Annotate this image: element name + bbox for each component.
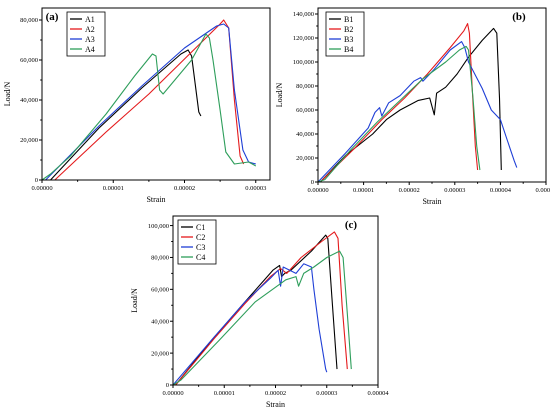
- series-line-B4: [317, 45, 481, 183]
- y-tick-label: 20,000: [20, 137, 38, 144]
- y-tick-label: 0: [166, 382, 169, 389]
- panel-label: (c): [345, 219, 358, 231]
- y-tick-label: 80,000: [296, 83, 314, 90]
- panel-label: (b): [512, 11, 526, 23]
- y-tick-label: 100,000: [148, 223, 169, 230]
- x-axis-title: Strain: [146, 195, 165, 204]
- plot-frame: [41, 7, 271, 181]
- y-tick-label: 100,000: [293, 59, 314, 66]
- x-axis-title: Strain: [266, 400, 285, 409]
- legend-label-B1: B1: [344, 15, 353, 24]
- series-line-B3: [317, 41, 518, 183]
- x-tick-label: 0.00003: [316, 390, 337, 397]
- y-tick-label: 80,000: [20, 17, 38, 24]
- x-tick-label: 0.00005: [535, 187, 550, 194]
- y-tick-label: 40,000: [296, 131, 314, 138]
- y-tick-label: 40,000: [151, 318, 169, 325]
- legend-label-C3: C3: [196, 243, 205, 252]
- series-line-C3: [172, 263, 328, 386]
- y-tick-label: 20,000: [296, 155, 314, 162]
- y-tick-label: 80,000: [151, 255, 169, 262]
- x-tick-label: 0.00002: [399, 187, 420, 194]
- y-tick-label: 20,000: [151, 350, 169, 357]
- y-axis-title: Load/N: [275, 83, 284, 108]
- panel-b: 0.00000 0.00001 0.00002 0.00003 0.00004 0.000…: [275, 7, 550, 206]
- legend-label-A2: A2: [85, 25, 95, 34]
- panel-label: (a): [46, 11, 59, 23]
- y-tick-label: 60,000: [296, 107, 314, 114]
- y-tick-label: 0: [311, 179, 314, 186]
- y-tick-label: 60,000: [151, 287, 169, 294]
- x-tick-label: 0.00000: [31, 185, 52, 192]
- legend-label-C1: C1: [196, 223, 205, 232]
- legend-label-A3: A3: [85, 35, 95, 44]
- y-tick-label: 60,000: [20, 57, 38, 64]
- y-axis-title: Load/N: [3, 82, 12, 107]
- x-tick-label: 0.00000: [307, 187, 328, 194]
- series-line-B1: [319, 27, 502, 183]
- series-line-A2: [54, 19, 245, 181]
- legend-label-A1: A1: [85, 15, 95, 24]
- y-tick-label: 40,000: [20, 97, 38, 104]
- legend-label-A4: A4: [85, 45, 95, 54]
- x-tick-label: 0.00004: [490, 187, 512, 194]
- legend-label-B4: B4: [344, 45, 353, 54]
- panel-a: 0.00000 0.00001 0.00002 0.00003 0 20,000 40,00…: [3, 7, 271, 204]
- series-line-A4: [41, 33, 257, 181]
- legend-label-C2: C2: [196, 233, 205, 242]
- x-tick-label: 0.00001: [103, 185, 124, 192]
- y-tick-label: 0: [35, 177, 38, 184]
- x-tick-label: 0.00004: [367, 390, 389, 397]
- legend-label-C4: C4: [196, 253, 205, 262]
- series-line-A1: [50, 49, 202, 181]
- series-line-C2: [175, 231, 348, 386]
- panel-c: 0.00000 0.00001 0.00002 0.00003 0.00004 0 20,0…: [130, 215, 389, 409]
- x-tick-label: 0.00001: [214, 390, 235, 397]
- x-tick-label: 0.00001: [353, 187, 374, 194]
- y-tick-label: 140,000: [293, 11, 314, 18]
- x-axis-title: Strain: [422, 197, 441, 206]
- x-tick-label: 0.00002: [174, 185, 195, 192]
- legend-label-B2: B2: [344, 25, 353, 34]
- x-tick-label: 0.00003: [444, 187, 465, 194]
- series-line-A3: [45, 23, 256, 181]
- legend-label-B3: B3: [344, 35, 353, 44]
- x-tick-label: 0.00002: [265, 390, 286, 397]
- y-axis-title: Load/N: [130, 288, 139, 313]
- series-line-C4: [172, 250, 352, 386]
- x-tick-label: 0.00000: [162, 390, 183, 397]
- y-tick-label: 120,000: [293, 35, 314, 42]
- x-tick-label: 0.00003: [245, 185, 266, 192]
